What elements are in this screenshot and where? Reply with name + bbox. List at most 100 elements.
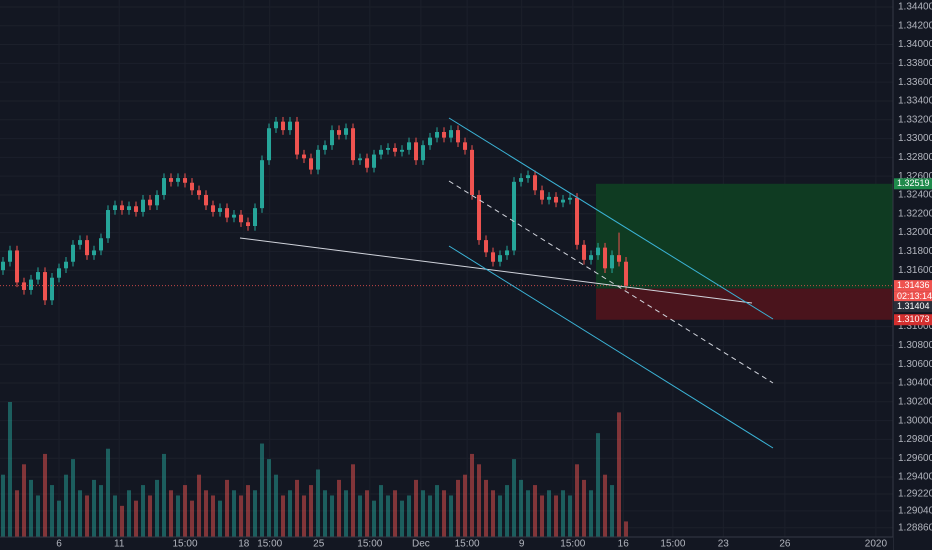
candle-body	[610, 255, 615, 269]
y-tick-label: 1.30200	[898, 396, 932, 407]
volume-bar	[575, 464, 580, 537]
candle-body	[330, 130, 335, 146]
volume-bar	[106, 448, 111, 537]
volume-bar	[155, 479, 160, 537]
candle-body	[85, 240, 90, 256]
volume-bar	[386, 495, 391, 537]
volume-bar	[85, 495, 90, 537]
volume-bar	[43, 453, 48, 537]
volume-bar	[295, 479, 300, 537]
candle-body	[491, 252, 496, 262]
position-box	[596, 183, 893, 320]
volume-bar	[491, 490, 496, 537]
candle-body	[386, 147, 391, 150]
drawings	[239, 117, 774, 449]
candle-body	[484, 240, 489, 253]
y-tick-label: 1.32600	[898, 171, 932, 182]
candle-body	[246, 222, 251, 227]
volume-bar	[540, 495, 545, 537]
volume-bar	[15, 490, 20, 537]
candle-body	[407, 142, 412, 150]
volume-bar	[176, 495, 181, 537]
axis-labels: 1.34400 1.34200 1.34000 1.33800 1.33600 1.334…	[56, 2, 932, 550]
candle-body	[57, 268, 62, 278]
y-tick-label: 1.34000	[898, 39, 932, 50]
y-tick-label: 1.34200	[898, 20, 932, 31]
candle-body	[498, 255, 503, 262]
candle-body	[393, 147, 398, 152]
volume-bar	[442, 490, 447, 537]
volume-bar	[64, 474, 69, 537]
volume-bar	[8, 402, 13, 537]
candle-body	[365, 158, 370, 168]
stop-loss-label: 1.31073	[897, 314, 930, 324]
volume-bar	[113, 495, 118, 537]
candle-body	[190, 182, 195, 191]
y-tick-label: 1.29400	[898, 472, 932, 483]
candle-body	[603, 247, 608, 269]
x-tick-label: 15:00	[660, 539, 685, 550]
volume-bar	[400, 500, 405, 537]
volume-bar	[302, 495, 307, 537]
candle-body	[379, 149, 384, 155]
volume-bar	[505, 485, 510, 537]
x-tick-label: 25	[313, 539, 325, 550]
candle-body	[127, 206, 132, 211]
volume-bar	[169, 490, 174, 537]
candle-body	[561, 199, 566, 203]
candle-body	[442, 131, 447, 138]
candle-body	[169, 178, 174, 182]
candle-body	[78, 240, 83, 245]
candle-body	[547, 196, 552, 200]
candle-body	[120, 205, 125, 211]
y-tick-label: 1.34400	[898, 2, 932, 13]
volume-bar	[358, 495, 363, 537]
volume-bar	[225, 479, 230, 537]
candle-body	[1, 261, 6, 271]
countdown-label: 02:13:14	[897, 291, 932, 301]
candle-body	[288, 121, 293, 131]
volume-bar	[323, 490, 328, 537]
y-tick-label: 1.29600	[898, 453, 932, 464]
volume-bar	[498, 495, 503, 537]
volume-bar	[596, 433, 601, 537]
candle-body	[99, 238, 104, 251]
volume-bar	[239, 495, 244, 537]
candle-body	[589, 255, 594, 260]
channel-upper	[448, 117, 774, 320]
candle-body	[428, 137, 433, 146]
candle-body	[148, 199, 153, 206]
volume-bar	[512, 459, 517, 537]
volume-bar	[393, 490, 398, 537]
volume-bar	[582, 479, 587, 537]
volume-bar	[57, 500, 62, 537]
volume-bar	[260, 443, 265, 537]
volume-bar	[134, 500, 139, 537]
trend-line	[239, 237, 753, 304]
y-tick-label: 1.30600	[898, 359, 932, 370]
candle-body	[274, 121, 279, 129]
y-tick-label: 1.29800	[898, 434, 932, 445]
volume-bar	[22, 464, 27, 537]
y-tick-label: 1.32400	[898, 190, 932, 201]
take-profit-label-bg	[894, 178, 932, 190]
y-tick-label: 1.33800	[898, 58, 932, 69]
volume-bar	[288, 490, 293, 537]
volume-bar	[232, 490, 237, 537]
y-tick-label: 1.28860	[898, 522, 932, 533]
x-tick-label: 15:00	[455, 539, 480, 550]
volume-bar	[246, 485, 251, 537]
volume-bar	[148, 495, 153, 537]
candle-body	[22, 282, 27, 290]
candle-body	[218, 208, 223, 212]
candle-body	[554, 196, 559, 203]
volume-bar	[484, 479, 489, 537]
candle-body	[316, 149, 321, 170]
volume-bar	[204, 490, 209, 537]
profit-zone	[596, 183, 893, 289]
volume-bar	[36, 495, 41, 537]
volume-bar	[120, 505, 125, 537]
candle-body	[400, 149, 405, 152]
volume-bar	[141, 485, 146, 537]
candle-body	[92, 250, 97, 256]
